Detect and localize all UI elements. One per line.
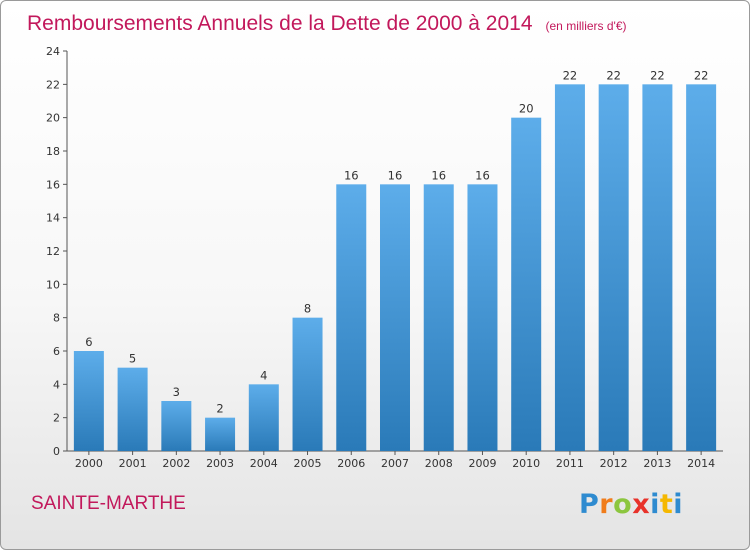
x-tick-label-2006: 2006 bbox=[337, 457, 365, 470]
x-tick-label-2010: 2010 bbox=[512, 457, 540, 470]
value-label-2008: 16 bbox=[431, 168, 446, 182]
value-label-2012: 22 bbox=[606, 68, 621, 82]
bar-2007 bbox=[380, 184, 410, 452]
bar-2004 bbox=[248, 384, 279, 451]
bar-2003 bbox=[205, 417, 236, 451]
chart-title: Remboursements Annuels de la Dette de 20… bbox=[27, 12, 627, 35]
value-label-2011: 22 bbox=[563, 68, 578, 82]
y-tick-label: 6 bbox=[53, 345, 60, 358]
logo-letter: i bbox=[650, 489, 660, 520]
bar-2009 bbox=[467, 184, 498, 452]
bar-2011 bbox=[554, 84, 585, 451]
value-labels-group: 6 5 3 2 4 8 16 16 16 16 20 22 22 22 22 bbox=[85, 68, 708, 415]
x-tick-label-2014: 2014 bbox=[687, 457, 715, 470]
logo-letter: P bbox=[579, 489, 600, 520]
x-tick-label-2008: 2008 bbox=[425, 457, 453, 470]
value-label-2006: 16 bbox=[344, 168, 359, 182]
bar-2012 bbox=[598, 84, 629, 451]
value-label-2005: 8 bbox=[304, 302, 311, 316]
bar-2000 bbox=[73, 351, 104, 451]
value-label-2002: 3 bbox=[173, 385, 180, 399]
x-tick-label-2005: 2005 bbox=[294, 457, 322, 470]
y-tick-label: 12 bbox=[46, 245, 60, 258]
logo-letter: x bbox=[632, 489, 651, 520]
bars-group bbox=[73, 84, 717, 452]
proxiti-logo[interactable]: Proxiti bbox=[579, 489, 683, 520]
logo-letter: r bbox=[599, 489, 614, 520]
y-tick-label: 18 bbox=[46, 145, 60, 158]
y-tick-label: 24 bbox=[46, 45, 60, 58]
value-label-2004: 4 bbox=[260, 368, 267, 382]
x-tick-label-2000: 2000 bbox=[75, 457, 103, 470]
y-tick-label: 0 bbox=[53, 445, 60, 458]
chart-title-main: Remboursements Annuels de la Dette de 20… bbox=[27, 12, 533, 35]
x-tick-label-2003: 2003 bbox=[206, 457, 234, 470]
bar-2014 bbox=[686, 84, 717, 451]
logo-letter: i bbox=[673, 489, 684, 520]
bar-2006 bbox=[336, 184, 367, 452]
y-tick-label: 8 bbox=[53, 312, 60, 325]
logo-letter: o bbox=[613, 489, 633, 520]
x-tick-label-2001: 2001 bbox=[119, 457, 147, 470]
x-tick-label-2013: 2013 bbox=[643, 457, 671, 470]
bar-2013 bbox=[642, 84, 673, 451]
x-tick-label-2007: 2007 bbox=[381, 457, 409, 470]
town-name: SAINTE-MARTHE bbox=[31, 493, 186, 514]
bar-2002 bbox=[161, 401, 192, 451]
value-label-2001: 5 bbox=[129, 352, 136, 366]
y-tick-label: 2 bbox=[53, 412, 60, 425]
x-tick-label-2012: 2012 bbox=[600, 457, 628, 470]
y-tick-label: 14 bbox=[46, 212, 60, 225]
y-tick-label: 4 bbox=[53, 378, 60, 391]
logo-letter: t bbox=[659, 489, 674, 520]
x-tick-label-2011: 2011 bbox=[556, 457, 584, 470]
value-label-2013: 22 bbox=[650, 68, 665, 82]
value-label-2010: 20 bbox=[519, 102, 534, 116]
y-tick-label: 20 bbox=[46, 112, 60, 125]
x-tick-label-2004: 2004 bbox=[250, 457, 278, 470]
y-tick-label: 10 bbox=[46, 278, 60, 291]
bar-2001 bbox=[117, 367, 148, 451]
value-label-2009: 16 bbox=[475, 168, 490, 182]
chart-title-unit: (en milliers d'€) bbox=[546, 19, 627, 33]
value-label-2007: 16 bbox=[388, 168, 403, 182]
y-tick-label: 16 bbox=[46, 178, 60, 191]
value-label-2014: 22 bbox=[694, 68, 709, 82]
value-label-2003: 2 bbox=[216, 402, 223, 416]
bar-2010 bbox=[511, 117, 542, 452]
x-tick-label-2009: 2009 bbox=[468, 457, 496, 470]
value-label-2000: 6 bbox=[85, 335, 92, 349]
bar-2008 bbox=[423, 184, 454, 452]
y-tick-label: 22 bbox=[46, 78, 60, 91]
bar-2005 bbox=[292, 317, 323, 451]
x-tick-label-2002: 2002 bbox=[162, 457, 190, 470]
